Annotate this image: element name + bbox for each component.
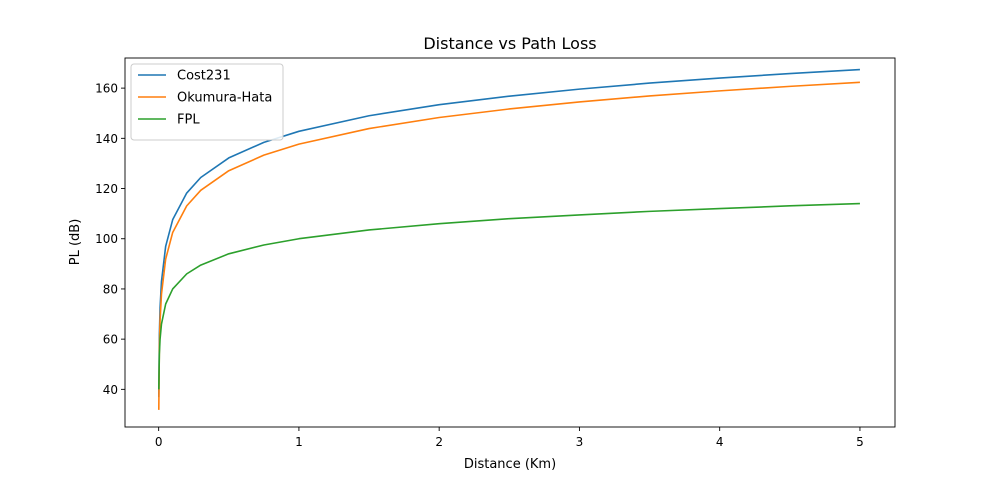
plot-area: 0 1 2 3 4 5 40 60 80 100 120 140 160 — [95, 57, 896, 449]
y-tick-label: 160 — [95, 82, 118, 96]
y-tick-label: 140 — [95, 132, 118, 146]
legend: Cost231 Okumura-Hata FPL — [130, 63, 284, 141]
legend-label: Okumura-Hata — [177, 91, 272, 106]
x-tick-label: 2 — [435, 435, 443, 449]
series-line-okumura-hata — [158, 81, 860, 410]
x-axis-label: Distance (Km) — [464, 457, 556, 472]
x-tick-label: 4 — [716, 435, 724, 449]
x-tick-label: 1 — [295, 435, 303, 449]
x-tick-label: 3 — [576, 435, 584, 449]
legend-label: FPL — [177, 113, 200, 128]
y-tick-label: 120 — [95, 182, 118, 196]
chart-title: Distance vs Path Loss — [423, 34, 596, 53]
x-tick-label: 5 — [856, 435, 864, 449]
axes-frame — [124, 57, 896, 428]
y-tick-label: 60 — [103, 333, 118, 347]
x-tick-label: 0 — [155, 435, 163, 449]
legend-label: Cost231 — [177, 69, 231, 84]
series-line-cost231 — [158, 68, 860, 398]
series-line-fpl — [158, 202, 860, 390]
y-tick-label: 80 — [103, 282, 118, 296]
y-tick-label: 100 — [95, 232, 118, 246]
legend-box — [130, 63, 284, 141]
y-axis-label: PL (dB) — [68, 219, 83, 266]
y-tick-label: 40 — [103, 383, 118, 397]
